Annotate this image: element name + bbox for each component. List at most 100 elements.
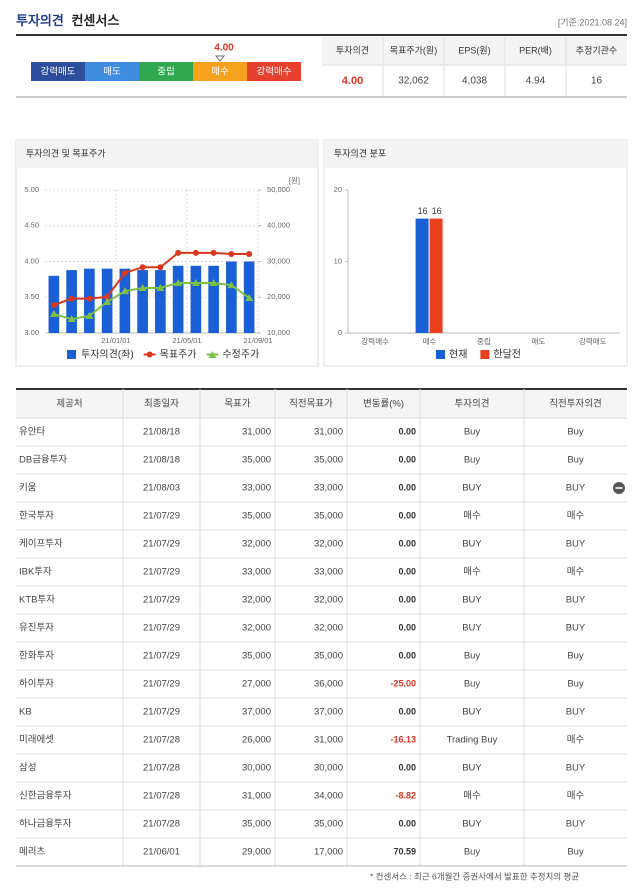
point xyxy=(174,278,183,286)
point xyxy=(120,287,129,295)
summary-header: 목표주가(원) xyxy=(390,45,437,55)
table-cell: 유안타 xyxy=(19,427,45,438)
table-cell: DB금융투자 xyxy=(19,455,67,466)
table-cell: 0.00 xyxy=(398,762,416,772)
y-tick-label: 3.00 xyxy=(24,328,39,337)
y-tick-label: 0 xyxy=(338,328,342,337)
point xyxy=(245,293,254,301)
table-cell: 21/07/28 xyxy=(143,763,180,774)
panel-header xyxy=(324,140,627,168)
point xyxy=(227,281,236,289)
legend-label: 한달전 xyxy=(493,349,521,361)
y2-tick-label: 30,000 xyxy=(267,256,290,265)
table-cell: 36,000 xyxy=(314,679,343,690)
table-cell: 0.00 xyxy=(398,818,416,828)
table-cell: BUY xyxy=(566,819,586,830)
summary-header-bg xyxy=(322,37,627,65)
title-main: 투자의견 xyxy=(16,13,64,28)
value-label: 16 xyxy=(432,206,442,216)
summary-value: 32,062 xyxy=(398,76,429,87)
table-header: 제공처 xyxy=(56,398,82,410)
table-cell: 32,000 xyxy=(242,623,271,634)
table-cell: 35,000 xyxy=(242,819,271,830)
table-cell: Buy xyxy=(567,679,584,690)
y-tick-label: 4.00 xyxy=(24,256,39,265)
table-cell: BUY xyxy=(566,595,586,606)
table-cell: 0.00 xyxy=(398,426,416,436)
y2-tick-label: 50,000 xyxy=(267,185,290,194)
table-cell: Buy xyxy=(464,455,481,466)
table-cell: -25.00 xyxy=(390,678,416,688)
table-cell: BUY xyxy=(462,483,482,494)
legend-swatch xyxy=(436,350,445,359)
table-cell: 31,000 xyxy=(242,427,271,438)
table-cell: 32,000 xyxy=(314,595,343,606)
table-cell: 32,000 xyxy=(242,595,271,606)
point xyxy=(139,264,146,271)
base-date: [기준:2021.08.24] xyxy=(558,17,627,27)
point xyxy=(121,269,128,276)
y2-axis-label: [원] xyxy=(289,176,300,185)
scale-label: 강력매도 xyxy=(41,66,76,78)
point xyxy=(210,249,217,256)
table-cell: 하이투자 xyxy=(19,678,54,690)
table-cell: 21/07/28 xyxy=(143,791,180,802)
table-cell: 신한금융투자 xyxy=(19,791,72,802)
table-cell: BUY xyxy=(566,623,586,634)
table-cell: 37,000 xyxy=(314,707,343,718)
legend-swatch xyxy=(67,350,76,359)
table-cell: 하나금융투자 xyxy=(19,818,72,830)
point xyxy=(85,311,94,319)
table-cell: BUY xyxy=(462,623,482,634)
y2-tick-label: 20,000 xyxy=(267,292,290,301)
table-cell: BUY xyxy=(566,483,586,494)
table-cell: 0.00 xyxy=(398,538,416,548)
y2-tick-label: 40,000 xyxy=(267,221,290,230)
table-cell: 미래에셋 xyxy=(19,735,54,746)
table-cell: BUY xyxy=(462,539,482,550)
table-cell: 35,000 xyxy=(242,651,271,662)
table-cell: 매수 xyxy=(567,735,585,746)
table-cell: Buy xyxy=(464,679,481,690)
table-header: 투자의견 xyxy=(455,398,490,410)
table-cell: 30,000 xyxy=(314,763,343,774)
table-cell: 33,000 xyxy=(314,567,343,578)
table-cell: 32,000 xyxy=(242,539,271,550)
table-cell: 매수 xyxy=(463,791,481,802)
scale-segment xyxy=(31,62,85,81)
scale-segment xyxy=(85,62,139,81)
x-tick-label: 매수 xyxy=(423,337,437,346)
table-cell: 29,000 xyxy=(242,847,271,858)
chart-title: 투자의견 분포 xyxy=(334,147,386,158)
point xyxy=(67,315,76,323)
scale-segment xyxy=(193,62,247,81)
table-cell: BUY xyxy=(462,707,482,718)
table-header-bg xyxy=(16,389,627,418)
bar xyxy=(172,265,184,333)
table-cell: BUY xyxy=(566,763,586,774)
legend-label: 목표주가 xyxy=(160,349,197,361)
table-cell: 케이프투자 xyxy=(19,539,63,550)
table-cell: 35,000 xyxy=(242,455,271,466)
point xyxy=(157,264,164,271)
table-header: 최종일자 xyxy=(144,399,179,410)
table-header: 직전목표가 xyxy=(289,399,333,410)
table-cell: Buy xyxy=(567,455,584,466)
collapse-button[interactable] xyxy=(613,482,625,494)
x-tick-label: 21/09/01 xyxy=(243,336,272,345)
table-cell: BUY xyxy=(462,595,482,606)
legend-label: 수정주가 xyxy=(222,349,259,361)
table-cell: 35,000 xyxy=(314,651,343,662)
table-cell: BUY xyxy=(566,707,586,718)
table-header: 목표가 xyxy=(224,399,250,410)
x-tick-label: 중립 xyxy=(477,337,491,346)
table-cell: KTB투자 xyxy=(19,595,55,606)
table-cell: 35,000 xyxy=(314,455,343,466)
table-cell: 35,000 xyxy=(242,511,271,522)
point xyxy=(156,283,165,291)
table-cell: 33,000 xyxy=(242,483,271,494)
table-header: 직전투자의견 xyxy=(549,398,601,410)
point xyxy=(49,310,58,318)
x-tick-label: 강력매수 xyxy=(361,336,389,346)
